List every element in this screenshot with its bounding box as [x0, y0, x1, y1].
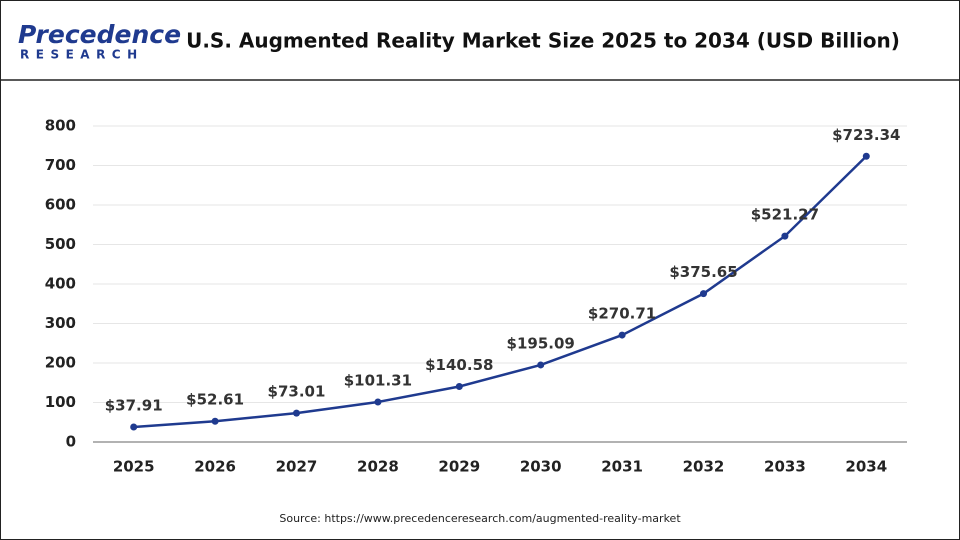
y-tick-label: 200 [45, 354, 76, 372]
data-label: $37.91 [105, 397, 163, 415]
point [537, 361, 545, 369]
chart-title: U.S. Augmented Reality Market Size 2025 … [186, 29, 900, 53]
x-tick-label: 2032 [683, 458, 725, 476]
line [133, 155, 868, 429]
point [700, 290, 707, 298]
source-note: Source: https://www.precedenceresearch.c… [279, 512, 681, 525]
y-tick-label: 700 [45, 156, 76, 174]
y-tick-label: 600 [45, 196, 76, 214]
y-tick-label: 100 [45, 393, 76, 411]
data-label: $375.65 [669, 263, 737, 281]
x-tick-label: 2029 [438, 458, 480, 476]
x-tick-label: 2025 [113, 458, 155, 476]
x-tick-label: 2034 [845, 458, 887, 476]
y-tick-label: 500 [45, 235, 76, 253]
y-tick-label: 400 [45, 275, 76, 293]
point [211, 417, 219, 425]
data-label: $101.31 [344, 371, 412, 389]
data-label: $52.61 [186, 391, 244, 409]
point [130, 423, 138, 431]
x-tick-label: 2030 [520, 458, 562, 476]
point [293, 409, 300, 417]
data-label: $723.34 [832, 126, 900, 144]
point [455, 382, 463, 390]
y-tick-label: 300 [45, 314, 76, 332]
data-label: $521.27 [751, 206, 819, 224]
point [862, 152, 870, 160]
y-tick-label: 0 [66, 433, 76, 451]
point [374, 398, 382, 406]
x-tick-label: 2028 [357, 458, 399, 476]
x-tick-label: 2026 [194, 458, 236, 476]
data-label: $270.71 [588, 305, 656, 323]
point [781, 232, 789, 240]
data-label: $73.01 [268, 383, 326, 401]
logo-name: Precedence [18, 20, 181, 49]
x-tick-label: 2033 [764, 458, 806, 476]
logo-tagline: RESEARCH [20, 48, 144, 62]
data-label: $195.09 [507, 334, 575, 352]
point [618, 331, 626, 339]
data-label: $140.58 [425, 356, 493, 374]
y-tick-label: 800 [45, 117, 76, 135]
x-tick-label: 2027 [276, 458, 318, 476]
x-tick-label: 2031 [601, 458, 643, 476]
